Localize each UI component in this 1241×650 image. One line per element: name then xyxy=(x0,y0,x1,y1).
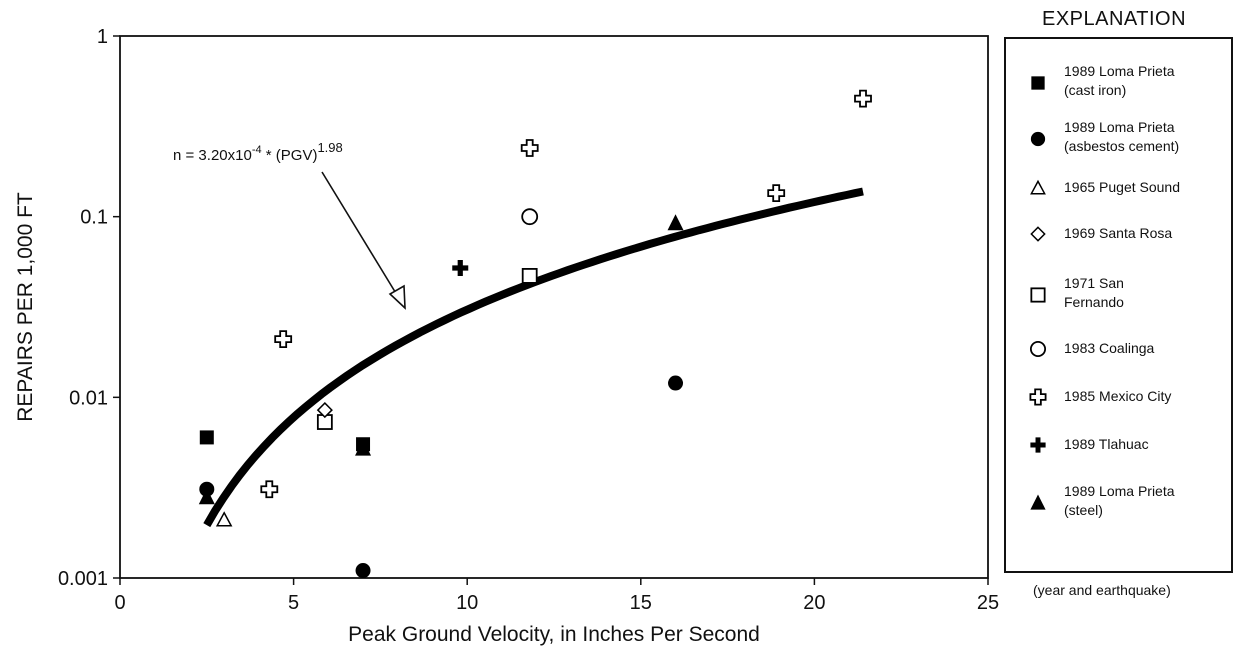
legend-label: 1989 Tlahuac xyxy=(1064,436,1149,452)
x-tick-label: 15 xyxy=(630,592,652,614)
legend-marker-shape xyxy=(1030,131,1046,147)
legend-marker-shape xyxy=(1030,494,1046,510)
legend-marker-shape xyxy=(1030,287,1046,303)
legend-title: EXPLANATION xyxy=(1042,8,1187,30)
legend-label: 1989 Loma Prieta (cast iron) xyxy=(1064,63,1175,98)
legend-note: (year and earthquake) xyxy=(1033,582,1171,598)
legend-marker-shape xyxy=(1030,179,1046,195)
legend-marker-shape xyxy=(1030,226,1046,242)
chart-svg: 0 5 10 15 20 25 0.001 0.01 0.1 1 n = 3.20x10-4 * … xyxy=(14,26,999,646)
data-point-open-diamond xyxy=(316,402,333,419)
data-point-filled-circle xyxy=(355,563,371,579)
data-point-filled-square xyxy=(356,437,371,452)
data-point-filled-circle xyxy=(668,375,684,391)
plot-frame xyxy=(119,35,989,579)
data-point-open-circle xyxy=(521,208,539,226)
annotation-group: n = 3.20x10-4 * (PGV)1.98 xyxy=(173,140,406,310)
legend-marker-open-circle xyxy=(1029,340,1047,358)
x-tick-label: 25 xyxy=(977,592,999,614)
legend-label: 1985 Mexico City xyxy=(1064,388,1172,404)
legend-label: 1965 Puget Sound xyxy=(1064,179,1180,195)
data-point-filled-triangle xyxy=(667,214,684,231)
data-point-filled-cross xyxy=(452,259,469,276)
y-axis-title: REPAIRS PER 1,000 FT xyxy=(14,192,37,422)
x-tick-label: 0 xyxy=(114,592,125,614)
legend-marker-filled-circle xyxy=(1030,131,1046,147)
legend-label: 1983 Coalinga xyxy=(1064,340,1155,356)
data-point-filled-circle xyxy=(199,481,215,497)
x-tick-label: 10 xyxy=(456,592,478,614)
data-points xyxy=(198,89,872,579)
fit-curve-group xyxy=(203,187,864,528)
fit-curve xyxy=(203,187,864,528)
x-axis-title: Peak Ground Velocity, in Inches Per Seco… xyxy=(348,623,760,646)
legend: 1989 Loma Prieta (cast iron) 1989 Loma Pr… xyxy=(1004,37,1233,573)
data-point-open-cross xyxy=(274,330,293,349)
legend-marker-shape xyxy=(1030,437,1046,453)
legend-marker-filled-cross xyxy=(1030,437,1046,453)
legend-label: 1989 Loma Prieta (steel) xyxy=(1064,483,1175,518)
y-tick-label: 0.1 xyxy=(80,207,108,229)
x-tick-label: 5 xyxy=(288,592,299,614)
y-tick-label: 1 xyxy=(97,26,108,48)
legend-marker-shape xyxy=(1031,76,1045,90)
legend-marker-filled-triangle xyxy=(1030,494,1046,510)
fit-equation: n = 3.20x10-4 * (PGV)1.98 xyxy=(173,140,343,164)
axis-ticks: 0 5 10 15 20 25 0.001 0.01 0.1 1 xyxy=(58,26,999,614)
legend-marker-open-cross xyxy=(1029,388,1047,406)
legend-marker-shape xyxy=(1029,340,1047,358)
data-point-open-square xyxy=(521,268,538,284)
data-point-open-cross xyxy=(854,89,872,108)
legend-label: 1969 Santa Rosa xyxy=(1064,225,1173,241)
data-point-open-triangle xyxy=(215,511,233,527)
legend-marker-filled-square xyxy=(1031,76,1045,90)
data-point-filled-square xyxy=(199,430,214,445)
legend-label: 1989 Loma Prieta (asbestos cement) xyxy=(1064,119,1180,154)
data-point-open-cross xyxy=(520,139,539,157)
y-tick-label: 0.01 xyxy=(69,387,108,409)
legend-marker-open-triangle xyxy=(1030,179,1046,195)
data-point-open-cross xyxy=(260,480,279,499)
legend-marker-open-diamond xyxy=(1030,226,1046,242)
y-tick-label: 0.001 xyxy=(58,568,108,590)
data-point-open-cross xyxy=(767,184,786,203)
annotation-arrow-head xyxy=(388,284,406,310)
x-tick-label: 20 xyxy=(803,592,825,614)
legend-marker-shape xyxy=(1029,388,1047,406)
annotation-arrow-shaft xyxy=(321,171,398,296)
legend-label: 1971 San Fernando xyxy=(1064,275,1124,310)
legend-marker-open-square xyxy=(1030,287,1046,303)
